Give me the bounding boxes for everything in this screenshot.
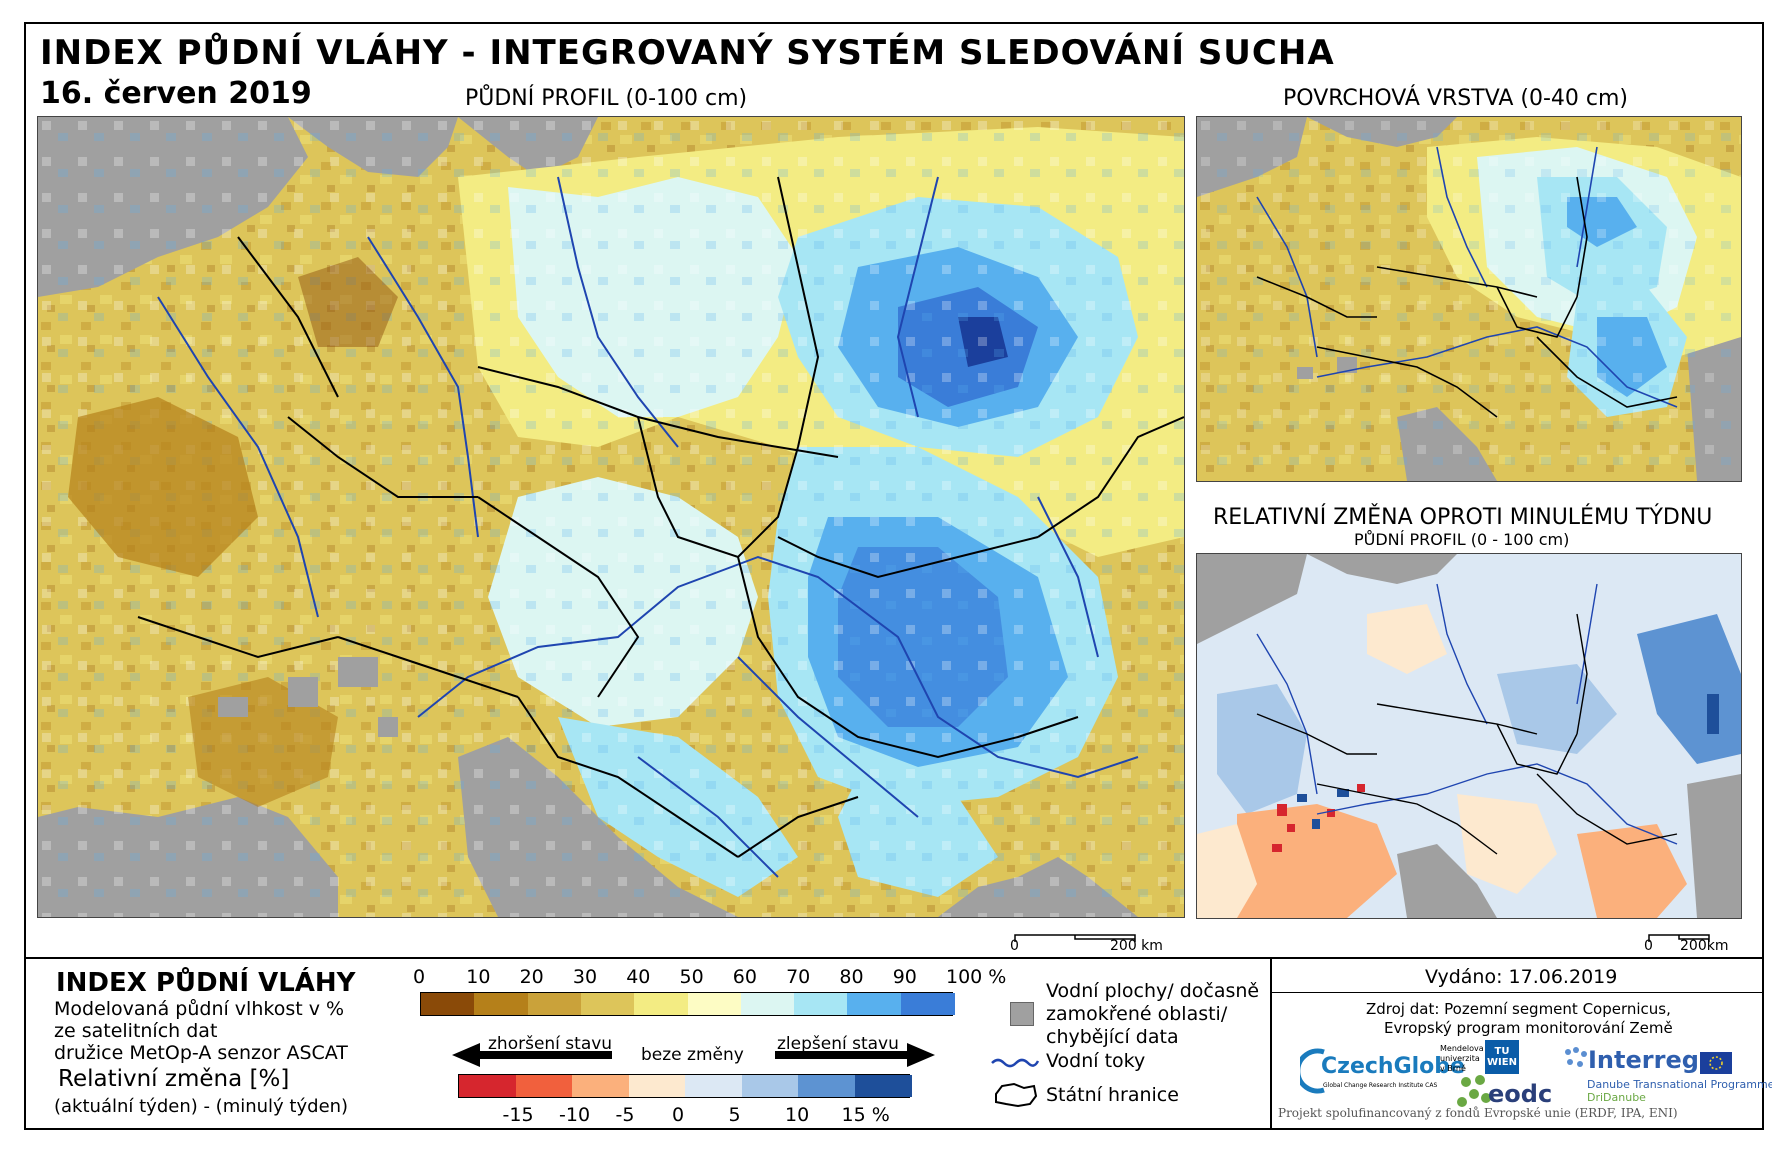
legend-title: INDEX PŮDNÍ VLÁHY [56, 968, 356, 998]
legend-vertical-separator [1270, 957, 1272, 1129]
eodc-logo-text: eodc [1488, 1080, 1553, 1108]
change-tick-label: -10 [559, 1104, 591, 1126]
borders-label: Státní hranice [1046, 1084, 1179, 1106]
moisture-tick-label: 50 [679, 966, 704, 988]
change-map-sublabel: PŮDNÍ PROFIL (0 - 100 cm) [1354, 530, 1570, 549]
moisture-tick-label: 30 [572, 966, 598, 988]
moisture-tick-label: 80 [839, 966, 864, 988]
tu-wien-logo-text: TU WIEN [1487, 1046, 1517, 1068]
small-scalebar-end: 200km [1680, 938, 1729, 954]
change-tick-label: 15 % [841, 1104, 890, 1126]
surface-layer-map [1196, 116, 1742, 482]
relative-change-description: (aktuální týden) - (minulý týden) [54, 1096, 349, 1117]
data-source-line-1: Zdroj dat: Pozemní segment Copernicus, [1366, 1000, 1671, 1018]
czechglobe-logo-text: CzechGlobe [1321, 1054, 1465, 1079]
czechglobe-logo-subtext: Global Change Research Institute CAS [1323, 1082, 1438, 1089]
moisture-tick-label: 70 [786, 966, 811, 988]
relative-change-title: Relativní změna [%] [58, 1066, 290, 1092]
change-class-swatch [628, 1075, 686, 1097]
moisture-tick-label: 100 % [946, 966, 1007, 988]
data-source-line-2: Evropský program monitorování Země [1384, 1019, 1673, 1037]
border-outline-icon [990, 1080, 1040, 1114]
moisture-tick-label: 0 [413, 966, 426, 988]
moisture-class-swatch [474, 993, 529, 1015]
tu-wien-logo [1485, 1040, 1519, 1074]
legend-description-1: Modelovaná půdní vlhkost v % [54, 998, 345, 1020]
change-tick-label: 0 [672, 1104, 685, 1126]
surface-map-label: POVRCHOVÁ VRSTVA (0-40 cm) [1283, 86, 1628, 111]
moisture-class-swatch [421, 993, 476, 1015]
legend-description-2: ze satelitních dat [54, 1020, 218, 1042]
main-scalebar-zero: 0 [1010, 938, 1019, 954]
water-bodies-swatch [1010, 1002, 1034, 1026]
legend-separator [25, 957, 1763, 959]
small-scalebar-zero: 0 [1644, 938, 1653, 954]
interreg-logo-text: Interreg [1588, 1046, 1699, 1074]
change-class-swatch [515, 1075, 573, 1097]
moisture-tick-label: 90 [892, 966, 917, 988]
mendel-logo-text: Mendelova univerzita v Brně [1440, 1044, 1484, 1073]
change-class-swatch [572, 1075, 630, 1097]
moisture-class-swatch [847, 993, 902, 1015]
interreg-logo-subtext-2: DriDanube [1587, 1091, 1646, 1104]
moisture-class-swatch [740, 993, 796, 1015]
project-funding-note: Projekt spolufinancovaný z fondů Evropsk… [1278, 1106, 1678, 1120]
moisture-color-bar [420, 992, 955, 1016]
main-scalebar-end: 200 km [1110, 938, 1163, 954]
rivers-label: Vodní toky [1046, 1050, 1146, 1072]
moisture-class-swatch [900, 993, 955, 1015]
change-map-label: RELATIVNÍ ZMĚNA OPROTI MINULÉMU TÝDNU [1213, 505, 1713, 530]
issued-separator [1272, 992, 1764, 993]
interreg-logo-icon [1560, 1044, 1592, 1080]
main-scalebar [1014, 928, 1136, 942]
change-class-swatch [798, 1075, 856, 1097]
moisture-class-swatch [794, 993, 849, 1015]
change-tick-label: 5 [728, 1104, 741, 1126]
mendel-logo [1456, 1072, 1496, 1116]
main-map-label: PŮDNÍ PROFIL (0-100 cm) [465, 86, 748, 111]
river-line-icon [990, 1054, 1040, 1073]
worse-arrow [452, 1041, 612, 1073]
change-class-swatch [459, 1075, 517, 1097]
relative-change-map [1196, 553, 1742, 919]
moisture-tick-label: 40 [626, 966, 651, 988]
main-soil-moisture-map [37, 116, 1185, 918]
change-tick-label: 10 [785, 1104, 810, 1126]
moisture-class-swatch [527, 993, 582, 1015]
interreg-logo-subtext-1: Danube Transnational Programme [1587, 1078, 1772, 1091]
better-arrow [775, 1041, 935, 1073]
change-class-swatch [741, 1075, 799, 1097]
change-tick-label: -5 [615, 1104, 635, 1126]
issue-date: 16. červen 2019 [40, 76, 312, 111]
water-bodies-label-2: zamokřené oblasti/ [1046, 1003, 1228, 1025]
legend-description-3: družice MetOp-A senzor ASCAT [54, 1042, 348, 1064]
eu-flag-icon [1700, 1052, 1732, 1074]
better-label: zlepšení stavu [777, 1034, 899, 1054]
small-scalebar [1648, 928, 1710, 942]
worse-label: zhoršení stavu [488, 1034, 613, 1054]
change-color-bar [458, 1074, 912, 1098]
water-bodies-label-1: Vodní plochy/ dočasně [1046, 980, 1260, 1002]
page-title: INDEX PŮDNÍ VLÁHY - INTEGROVANÝ SYSTÉM S… [40, 33, 1335, 73]
moisture-tick-label: 60 [732, 966, 757, 988]
moisture-class-swatch [687, 993, 742, 1015]
moisture-tick-label: 10 [466, 966, 491, 988]
moisture-class-swatch [580, 993, 636, 1015]
change-class-swatch [854, 1075, 912, 1097]
water-bodies-label-3: chybějící data [1046, 1026, 1179, 1048]
moisture-class-swatch [634, 993, 689, 1015]
issued-date: Vydáno: 17.06.2019 [1425, 966, 1618, 988]
change-class-swatch [685, 1075, 743, 1097]
no-change-label: beze změny [641, 1045, 744, 1065]
change-tick-label: -15 [502, 1104, 534, 1126]
moisture-tick-label: 20 [519, 966, 544, 988]
